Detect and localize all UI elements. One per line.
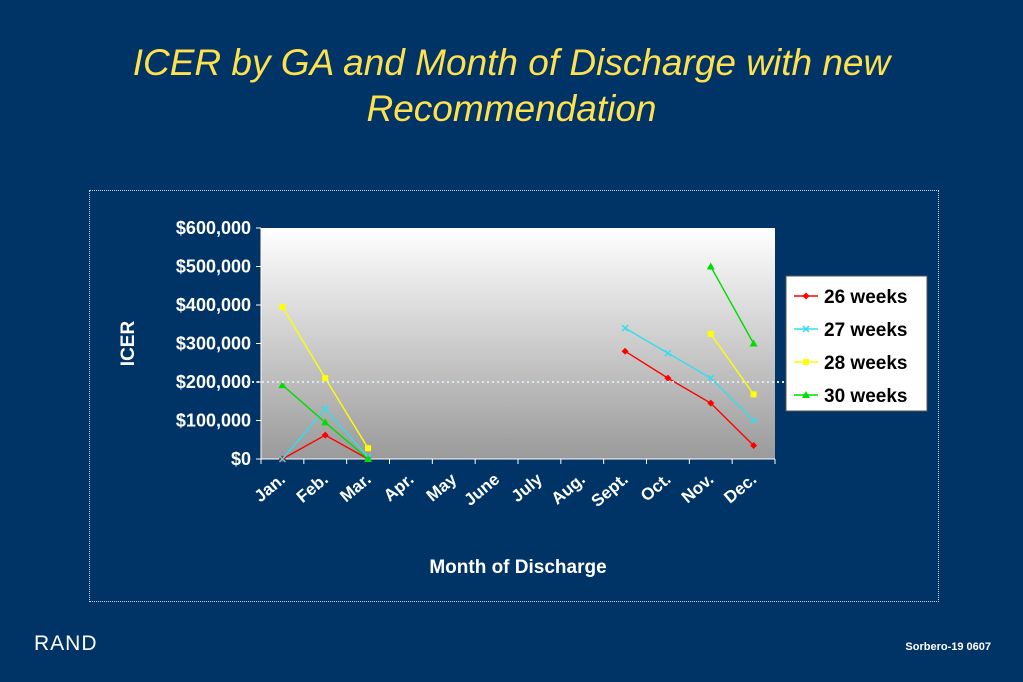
data-point	[707, 330, 714, 337]
legend-item: 30 weeks	[794, 386, 907, 407]
x-tick-label: May	[423, 469, 461, 505]
slide-footer: Sorbero-19 0607	[905, 641, 991, 653]
rand-logo: RAND	[34, 632, 98, 655]
data-point	[279, 303, 286, 310]
data-point	[321, 405, 329, 413]
series-line	[624, 350, 755, 447]
legend-label: 28 weeks	[824, 353, 907, 374]
y-tick-label: $400,000	[176, 295, 251, 315]
series-30-weeks	[278, 262, 758, 462]
series-27-weeks	[278, 324, 758, 463]
y-tick-label: $0	[231, 449, 251, 469]
x-tick-label: Dec.	[720, 470, 760, 508]
data-point	[802, 391, 810, 398]
x-tick-label: Nov.	[678, 470, 717, 507]
legend-item: 26 weeks	[794, 287, 907, 308]
data-point	[707, 374, 715, 382]
data-point	[802, 325, 810, 333]
x-tick-label: Mar.	[336, 470, 374, 506]
data-point-stroke	[750, 416, 758, 425]
legend: 26 weeks 27 weeks 28 weeks 30 weeks	[785, 275, 928, 412]
data-point	[322, 375, 329, 382]
data-point-stroke	[621, 324, 629, 332]
x-axis-title: Month of Discharge	[429, 557, 606, 578]
plot-area	[261, 228, 775, 459]
data-point-stroke	[278, 455, 286, 463]
data-point	[802, 292, 810, 300]
series-line	[624, 327, 755, 421]
y-tick-label: $300,000	[176, 334, 251, 354]
y-axis-title: ICER	[118, 321, 139, 367]
legend-box	[785, 275, 928, 412]
chart-frame: $0 $100,000 $200,000 $300,000 $400,000 $500,0…	[89, 190, 939, 602]
x-tick-label: July	[508, 469, 547, 506]
data-point	[664, 374, 672, 382]
slide-title-line-2: Recommendation	[366, 88, 657, 129]
data-point	[321, 418, 330, 426]
series-line	[710, 266, 755, 344]
x-tick-label: Jan.	[251, 470, 289, 506]
data-point-stroke	[321, 405, 329, 413]
legend-label: 26 weeks	[824, 287, 907, 308]
line-chart: $0 $100,000 $200,000 $300,000 $400,000 $500,0…	[118, 218, 928, 578]
data-point-stroke	[707, 374, 715, 382]
legend-item: 27 weeks	[794, 320, 907, 341]
legend-item: 28 weeks	[794, 353, 907, 374]
data-point	[750, 442, 758, 450]
data-point	[621, 347, 629, 355]
legend-label: 27 weeks	[824, 320, 907, 341]
data-point-stroke	[664, 349, 672, 357]
x-tick-label: Feb.	[293, 470, 332, 507]
y-tick-label: $600,000	[176, 218, 251, 238]
data-point-stroke	[802, 325, 810, 333]
data-point	[750, 416, 758, 425]
series-line	[710, 333, 755, 395]
data-point	[278, 381, 287, 389]
data-point	[364, 455, 373, 462]
y-tick-label: $200,000	[176, 372, 251, 392]
data-point	[803, 359, 809, 365]
data-point	[749, 339, 758, 347]
data-point	[664, 349, 672, 357]
x-tick-label: Apr.	[380, 470, 418, 506]
series-28-weeks	[279, 303, 757, 452]
data-point	[365, 445, 372, 452]
x-tick-label: Oct.	[637, 470, 675, 506]
data-point	[750, 391, 757, 398]
data-point	[621, 324, 629, 332]
data-point	[706, 262, 715, 270]
y-tick-label: $100,000	[176, 411, 251, 431]
x-tick-label: Sept.	[588, 470, 632, 511]
slide-title-line-1: ICER by GA and Month of Discharge with n…	[132, 42, 891, 83]
y-tick-label: $500,000	[176, 257, 251, 277]
x-tick-label: June	[461, 470, 504, 510]
data-point	[707, 399, 715, 407]
slide-title: ICER by GA and Month of Discharge with n…	[0, 40, 1023, 132]
legend-label: 30 weeks	[824, 386, 907, 407]
data-point	[278, 455, 286, 463]
data-point	[321, 431, 329, 439]
x-tick-label: Aug.	[548, 470, 589, 509]
